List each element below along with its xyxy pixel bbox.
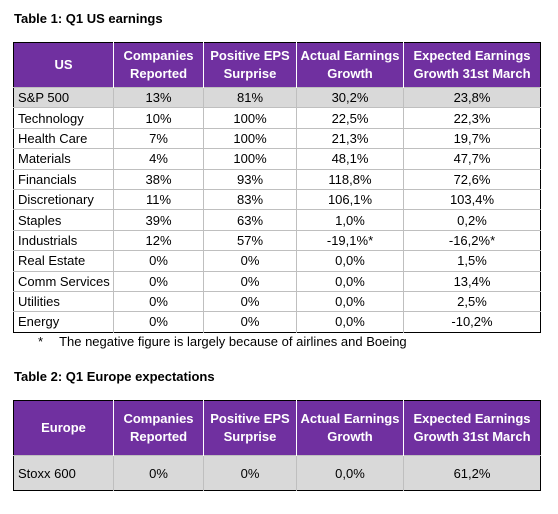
- table-cell: 0%: [203, 311, 297, 333]
- table-cell: 0,0%: [296, 311, 404, 333]
- table-cell: 57%: [203, 229, 297, 251]
- table-cell: S&P 500: [13, 86, 114, 108]
- table-row: Industrials 12% 57% -19,1%* -16,2%*: [13, 229, 541, 251]
- table-cell: -16,2%*: [403, 229, 541, 251]
- table-row: Staples 39% 63% 1,0% 0,2%: [13, 209, 541, 231]
- footnote-text: The negative figure is largely because o…: [59, 334, 407, 349]
- table-cell: 21,3%: [296, 127, 404, 149]
- table-cell: 0%: [113, 250, 204, 272]
- table-cell: 0%: [113, 311, 204, 333]
- table-cell: 61,2%: [403, 455, 541, 491]
- table-cell: 100%: [203, 148, 297, 170]
- table-cell: 4%: [113, 148, 204, 170]
- table-cell: Materials: [13, 148, 114, 170]
- table-cell: 0%: [113, 270, 204, 292]
- table-cell: 103,4%: [403, 188, 541, 210]
- table-row: Discretionary 11% 83% 106,1% 103,4%: [13, 188, 541, 210]
- table-row: Real Estate 0% 0% 0,0% 1,5%: [13, 250, 541, 272]
- us-earnings-table: US Companies Reported Positive EPS Surpris…: [13, 42, 541, 333]
- table-cell: 19,7%: [403, 127, 541, 149]
- header-row: US Companies Reported Positive EPS Surpris…: [13, 42, 541, 88]
- table-cell: 0%: [113, 455, 204, 491]
- table-row: Materials 4% 100% 48,1% 47,7%: [13, 148, 541, 170]
- table-cell: Energy: [13, 311, 114, 333]
- table-cell: 106,1%: [296, 188, 404, 210]
- table-cell: 118,8%: [296, 168, 404, 190]
- table-cell: 0,2%: [403, 209, 541, 231]
- table-cell: 11%: [113, 188, 204, 210]
- table-cell: 0%: [203, 250, 297, 272]
- footnote: * The negative figure is largely because …: [38, 334, 407, 349]
- table-cell: 10%: [113, 107, 204, 129]
- table-cell: 72,6%: [403, 168, 541, 190]
- table-row: Health Care 7% 100% 21,3% 19,7%: [13, 127, 541, 149]
- table-cell: Utilities: [13, 290, 114, 312]
- table-title: Table 2: Q1 Europe expectations: [14, 369, 215, 384]
- header-cell: Actual Earnings Growth: [296, 42, 404, 88]
- table-title: Table 1: Q1 US earnings: [14, 11, 163, 26]
- table-cell: 83%: [203, 188, 297, 210]
- table-cell: 0%: [203, 290, 297, 312]
- europe-table: Europe Companies Reported Positive EPS Sur…: [13, 400, 541, 491]
- table-cell: Discretionary: [13, 188, 114, 210]
- table-row: Comm Services 0% 0% 0,0% 13,4%: [13, 270, 541, 292]
- header-cell: Positive EPS Surprise: [203, 42, 297, 88]
- footnote-marker: *: [38, 334, 44, 349]
- table-cell: 93%: [203, 168, 297, 190]
- table-cell: 13%: [113, 86, 204, 108]
- header-cell: US: [13, 42, 114, 88]
- table-cell: 47,7%: [403, 148, 541, 170]
- table-cell: Staples: [13, 209, 114, 231]
- table-cell: Health Care: [13, 127, 114, 149]
- table-cell: 39%: [113, 209, 204, 231]
- table-cell: 0%: [203, 455, 297, 491]
- table-cell: Stoxx 600: [13, 455, 114, 491]
- table-cell: 0,0%: [296, 455, 404, 491]
- table-cell: -19,1%*: [296, 229, 404, 251]
- table-cell: 100%: [203, 107, 297, 129]
- table-cell: 23,8%: [403, 86, 541, 108]
- header-cell: Actual Earnings Growth: [296, 400, 404, 456]
- table-cell: 0%: [113, 290, 204, 312]
- table-row: Financials 38% 93% 118,8% 72,6%: [13, 168, 541, 190]
- table-row: Energy 0% 0% 0,0% -10,2%: [13, 311, 541, 333]
- table-cell: 0,0%: [296, 290, 404, 312]
- table-cell: -10,2%: [403, 311, 541, 333]
- table-cell: 7%: [113, 127, 204, 149]
- table-cell: Financials: [13, 168, 114, 190]
- table-cell: 0%: [203, 270, 297, 292]
- table-cell: 22,3%: [403, 107, 541, 129]
- table-cell: 22,5%: [296, 107, 404, 129]
- header-cell: Expected Earnings Growth 31st March: [403, 400, 541, 456]
- table-cell: 0,0%: [296, 250, 404, 272]
- table-row: Utilities 0% 0% 0,0% 2,5%: [13, 290, 541, 312]
- table-cell: 2,5%: [403, 290, 541, 312]
- header-cell: Companies Reported: [113, 400, 204, 456]
- table-row: Stoxx 600 0% 0% 0,0% 61,2%: [13, 455, 541, 491]
- table-cell: Technology: [13, 107, 114, 129]
- table-row: S&P 500 13% 81% 30,2% 23,8%: [13, 86, 541, 108]
- table-cell: 81%: [203, 86, 297, 108]
- table-cell: 12%: [113, 229, 204, 251]
- table-cell: 38%: [113, 168, 204, 190]
- table-cell: 100%: [203, 127, 297, 149]
- table-cell: Real Estate: [13, 250, 114, 272]
- header-cell: Companies Reported: [113, 42, 204, 88]
- header-cell: Positive EPS Surprise: [203, 400, 297, 456]
- table-cell: 30,2%: [296, 86, 404, 108]
- header-cell: Expected Earnings Growth 31st March: [403, 42, 541, 88]
- table-cell: Comm Services: [13, 270, 114, 292]
- header-cell: Europe: [13, 400, 114, 456]
- table-cell: 1,5%: [403, 250, 541, 272]
- table-cell: 1,0%: [296, 209, 404, 231]
- table-cell: 0,0%: [296, 270, 404, 292]
- table-cell: Industrials: [13, 229, 114, 251]
- header-row: Europe Companies Reported Positive EPS Sur…: [13, 400, 541, 456]
- table-row: Technology 10% 100% 22,5% 22,3%: [13, 107, 541, 129]
- table-cell: 48,1%: [296, 148, 404, 170]
- table-cell: 13,4%: [403, 270, 541, 292]
- table-cell: 63%: [203, 209, 297, 231]
